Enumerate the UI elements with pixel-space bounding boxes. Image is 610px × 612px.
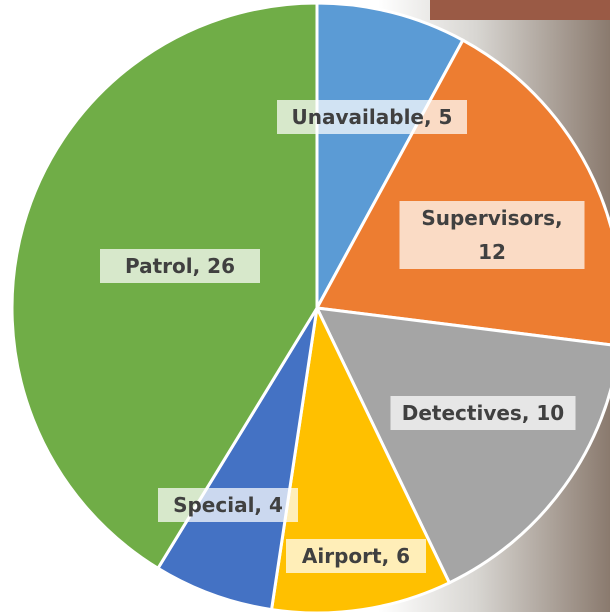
data-label: Detectives, 10 [390,396,576,430]
data-label: Airport, 6 [286,539,426,573]
pie-slice [155,307,319,612]
pie-slice [314,306,610,585]
data-label: Unavailable, 5 [277,100,467,134]
data-label: Patrol, 26 [100,249,260,283]
data-label: Supervisors, 12 [399,201,585,269]
pie-slice [315,1,465,309]
background-brick [430,0,610,20]
data-label: Special, 4 [158,488,298,522]
pie-slice [269,302,452,612]
pie-slice [10,1,319,571]
